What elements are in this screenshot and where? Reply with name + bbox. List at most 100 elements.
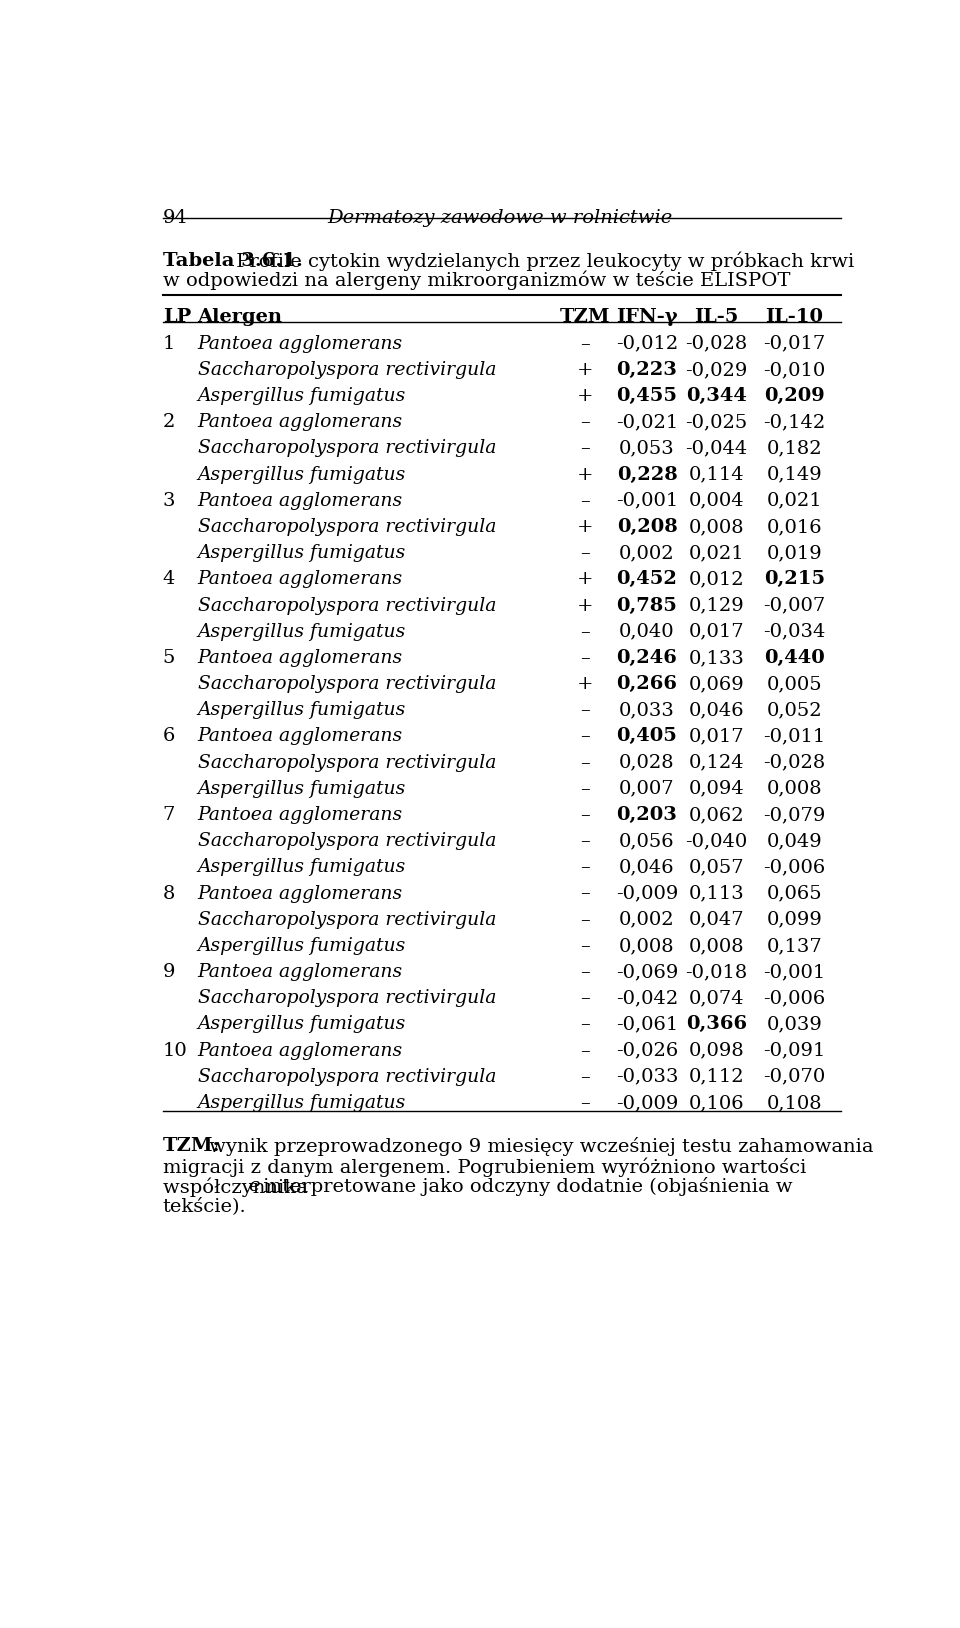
Text: -0,079: -0,079 xyxy=(763,806,826,824)
Text: 1: 1 xyxy=(162,335,175,353)
Text: +: + xyxy=(577,596,593,614)
Text: 0,033: 0,033 xyxy=(619,702,675,720)
Text: 0,007: 0,007 xyxy=(619,780,675,798)
Text: -0,006: -0,006 xyxy=(763,858,826,876)
Text: -0,018: -0,018 xyxy=(685,964,748,982)
Text: +: + xyxy=(577,676,593,694)
Text: Pantoea agglomerans: Pantoea agglomerans xyxy=(198,570,402,588)
Text: Saccharopolyspora rectivirgula: Saccharopolyspora rectivirgula xyxy=(198,1068,496,1086)
Text: Aspergillus fumigatus: Aspergillus fumigatus xyxy=(198,466,406,484)
Text: Pantoea agglomerans: Pantoea agglomerans xyxy=(198,335,402,353)
Text: 0,046: 0,046 xyxy=(619,858,675,876)
Text: Saccharopolyspora rectivirgula: Saccharopolyspora rectivirgula xyxy=(198,440,496,457)
Text: -0,026: -0,026 xyxy=(616,1042,678,1060)
Text: 0,133: 0,133 xyxy=(689,650,745,667)
Text: Saccharopolyspora rectivirgula: Saccharopolyspora rectivirgula xyxy=(198,676,496,694)
Text: Aspergillus fumigatus: Aspergillus fumigatus xyxy=(198,544,406,562)
Text: Saccharopolyspora rectivirgula: Saccharopolyspora rectivirgula xyxy=(198,754,496,772)
Text: interpretowane jako odczyny dodatnie (objaśnienia w: interpretowane jako odczyny dodatnie (ob… xyxy=(257,1177,793,1197)
Text: Aspergillus fumigatus: Aspergillus fumigatus xyxy=(198,387,406,405)
Text: –: – xyxy=(580,806,589,824)
Text: Pantoea agglomerans: Pantoea agglomerans xyxy=(198,414,402,431)
Text: +: + xyxy=(577,570,593,588)
Text: Saccharopolyspora rectivirgula: Saccharopolyspora rectivirgula xyxy=(198,596,496,614)
Text: 0,114: 0,114 xyxy=(689,466,745,484)
Text: Saccharopolyspora rectivirgula: Saccharopolyspora rectivirgula xyxy=(198,990,496,1008)
Text: 0,047: 0,047 xyxy=(689,910,745,928)
Text: 8: 8 xyxy=(162,884,175,902)
Text: 0,049: 0,049 xyxy=(766,832,822,850)
Text: -0,006: -0,006 xyxy=(763,990,826,1008)
Text: 0,008: 0,008 xyxy=(689,936,745,956)
Text: tekście).: tekście). xyxy=(162,1197,247,1214)
Text: 0,040: 0,040 xyxy=(619,622,675,641)
Text: 0,062: 0,062 xyxy=(689,806,745,824)
Text: 0,228: 0,228 xyxy=(616,466,678,484)
Text: Pantoea agglomerans: Pantoea agglomerans xyxy=(198,964,402,982)
Text: -0,021: -0,021 xyxy=(616,414,678,431)
Text: Aspergillus fumigatus: Aspergillus fumigatus xyxy=(198,702,406,720)
Text: Pantoea agglomerans: Pantoea agglomerans xyxy=(198,884,402,902)
Text: -0,142: -0,142 xyxy=(763,414,826,431)
Text: -0,017: -0,017 xyxy=(763,335,826,353)
Text: 0,039: 0,039 xyxy=(766,1016,822,1034)
Text: Alergen: Alergen xyxy=(198,308,282,326)
Text: –: – xyxy=(580,780,589,798)
Text: 0,053: 0,053 xyxy=(619,440,675,457)
Text: Saccharopolyspora rectivirgula: Saccharopolyspora rectivirgula xyxy=(198,518,496,536)
Text: -0,070: -0,070 xyxy=(763,1068,826,1086)
Text: –: – xyxy=(580,858,589,876)
Text: 0,366: 0,366 xyxy=(686,1016,747,1034)
Text: Pantoea agglomerans: Pantoea agglomerans xyxy=(198,806,402,824)
Text: 94: 94 xyxy=(162,210,187,228)
Text: 0,137: 0,137 xyxy=(766,936,822,956)
Text: Pantoea agglomerans: Pantoea agglomerans xyxy=(198,1042,402,1060)
Text: Aspergillus fumigatus: Aspergillus fumigatus xyxy=(198,858,406,876)
Text: 0,002: 0,002 xyxy=(619,544,675,562)
Text: -0,007: -0,007 xyxy=(763,596,826,614)
Text: Aspergillus fumigatus: Aspergillus fumigatus xyxy=(198,936,406,956)
Text: –: – xyxy=(580,910,589,928)
Text: 0,046: 0,046 xyxy=(689,702,745,720)
Text: Tabela 3.6.1.: Tabela 3.6.1. xyxy=(162,252,302,270)
Text: 0,056: 0,056 xyxy=(619,832,675,850)
Text: 3: 3 xyxy=(162,492,175,510)
Text: 10: 10 xyxy=(162,1042,187,1060)
Text: 0,455: 0,455 xyxy=(616,387,678,405)
Text: 0,124: 0,124 xyxy=(689,754,745,772)
Text: 0,016: 0,016 xyxy=(766,518,822,536)
Text: IL-5: IL-5 xyxy=(695,308,739,326)
Text: –: – xyxy=(580,884,589,902)
Text: –: – xyxy=(580,754,589,772)
Text: współczynnika: współczynnika xyxy=(162,1177,314,1197)
Text: 0,440: 0,440 xyxy=(764,650,825,667)
Text: 0,005: 0,005 xyxy=(766,676,822,694)
Text: 0,094: 0,094 xyxy=(689,780,745,798)
Text: –: – xyxy=(580,1042,589,1060)
Text: 0,215: 0,215 xyxy=(764,570,825,588)
Text: 0,002: 0,002 xyxy=(619,910,675,928)
Text: 4: 4 xyxy=(162,570,175,588)
Text: 2: 2 xyxy=(162,414,175,431)
Text: Aspergillus fumigatus: Aspergillus fumigatus xyxy=(198,1094,406,1112)
Text: 7: 7 xyxy=(162,806,175,824)
Text: -0,044: -0,044 xyxy=(685,440,748,457)
Text: Aspergillus fumigatus: Aspergillus fumigatus xyxy=(198,1016,406,1034)
Text: 0,017: 0,017 xyxy=(689,622,745,641)
Text: 0,113: 0,113 xyxy=(689,884,745,902)
Text: 0,008: 0,008 xyxy=(619,936,675,956)
Text: -0,033: -0,033 xyxy=(615,1068,679,1086)
Text: –: – xyxy=(580,622,589,641)
Text: +: + xyxy=(577,466,593,484)
Text: Aspergillus fumigatus: Aspergillus fumigatus xyxy=(198,622,406,641)
Text: 0,785: 0,785 xyxy=(616,596,678,614)
Text: –: – xyxy=(580,832,589,850)
Text: -0,091: -0,091 xyxy=(763,1042,826,1060)
Text: 0,129: 0,129 xyxy=(689,596,745,614)
Text: Profile cytokin wydzielanych przez leukocyty w próbkach krwi: Profile cytokin wydzielanych przez leuko… xyxy=(230,252,854,272)
Text: 0,012: 0,012 xyxy=(689,570,745,588)
Text: 0,028: 0,028 xyxy=(619,754,675,772)
Text: +: + xyxy=(577,518,593,536)
Text: e: e xyxy=(248,1177,259,1195)
Text: 0,182: 0,182 xyxy=(766,440,822,457)
